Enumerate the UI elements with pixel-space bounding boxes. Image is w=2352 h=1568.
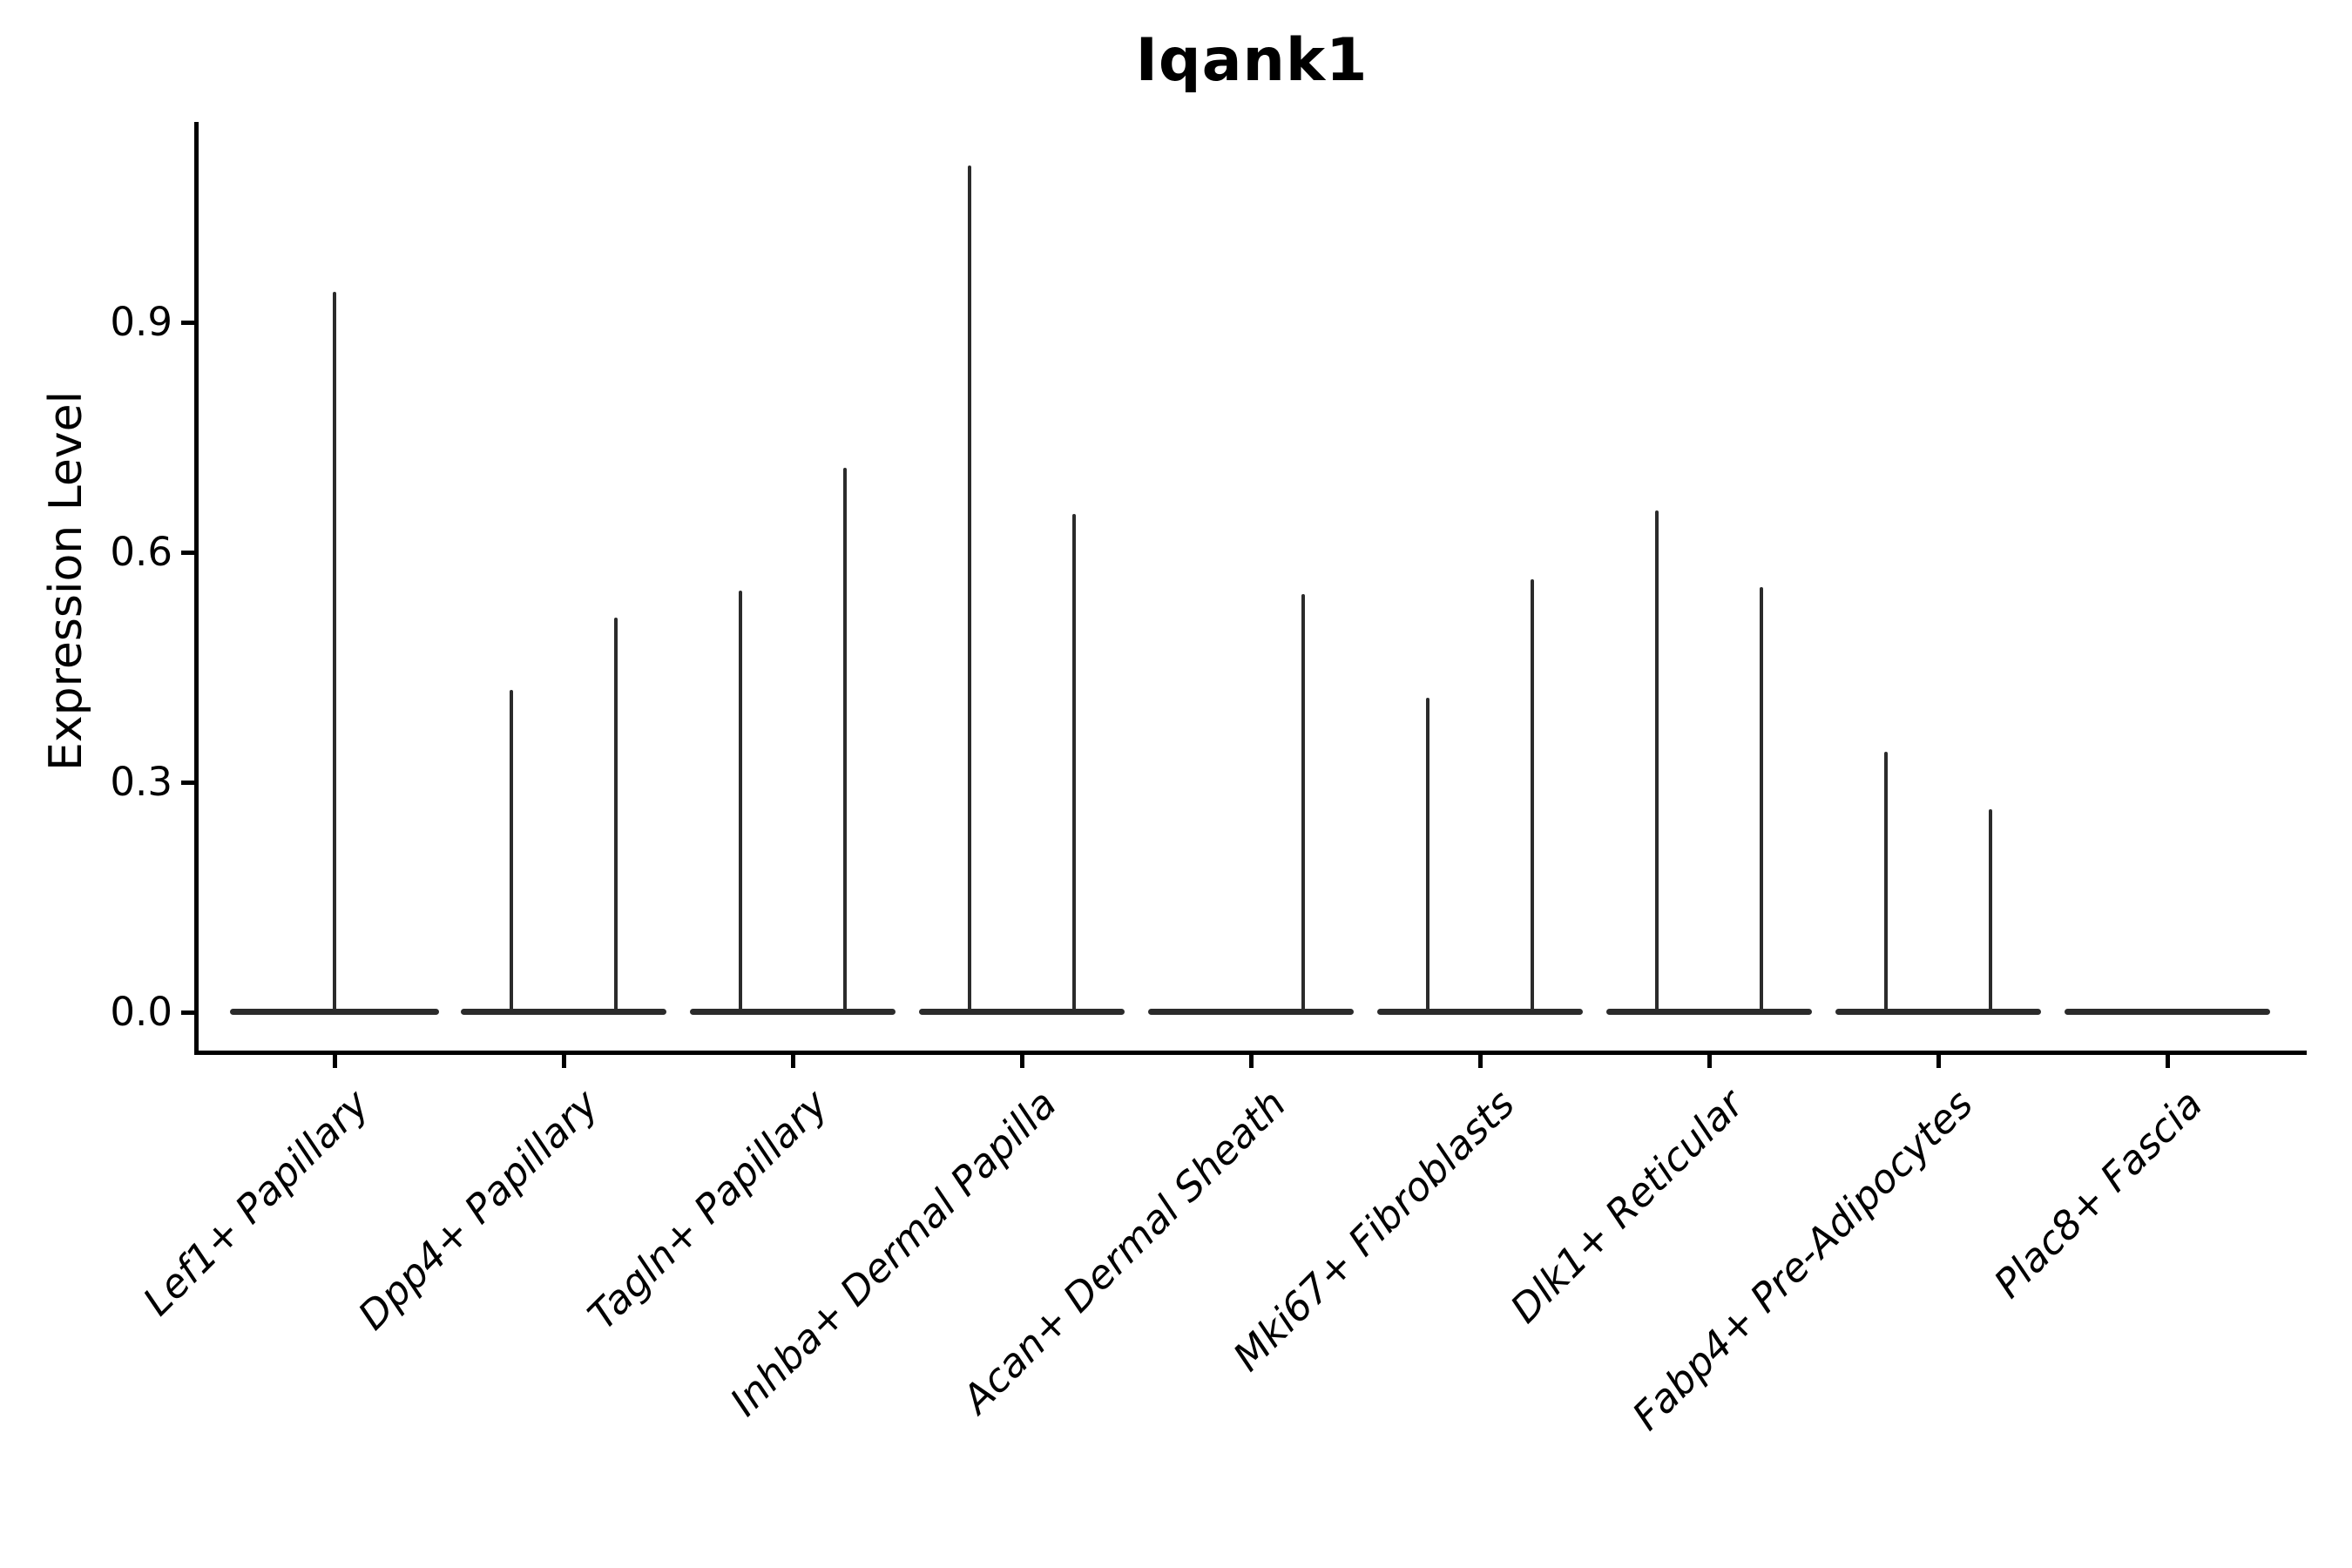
violin-spike	[967, 165, 972, 1014]
x-tick-mark	[1707, 1052, 1712, 1068]
violin-spike	[332, 291, 337, 1014]
x-tick-mark	[332, 1052, 337, 1068]
violin-spike	[613, 617, 618, 1014]
violin-spike	[1425, 698, 1430, 1014]
y-tick-mark	[181, 1010, 197, 1015]
violin-baseline	[461, 1008, 666, 1015]
chart-title: Iqank1	[1135, 26, 1369, 95]
violin-baseline	[690, 1008, 896, 1015]
violin-baseline	[1835, 1008, 2041, 1015]
y-tick-mark	[181, 320, 197, 325]
x-tick-label: Lef1+ Papillary	[134, 1080, 379, 1325]
violin-spike	[1071, 514, 1077, 1014]
violin-baseline	[1377, 1008, 1583, 1015]
y-tick-mark	[181, 550, 197, 555]
violin-spike	[1654, 510, 1659, 1014]
y-tick-label: 0.3	[110, 759, 172, 805]
violin-spike	[509, 690, 514, 1014]
x-tick-label: Plac8+ Fascia	[1984, 1080, 2212, 1308]
y-tick-label: 0.0	[110, 989, 172, 1035]
x-tick-mark	[1019, 1052, 1024, 1068]
x-tick-mark	[1248, 1052, 1254, 1068]
y-tick-mark	[181, 780, 197, 785]
violin-spike	[1883, 751, 1889, 1014]
y-tick-label: 0.9	[110, 299, 172, 345]
violin-spike	[1301, 594, 1306, 1014]
x-tick-label: Tagln+ Papillary	[578, 1080, 837, 1339]
y-tick-label: 0.6	[110, 529, 172, 575]
violin-baseline	[1148, 1008, 1354, 1015]
x-tick-mark	[790, 1052, 795, 1068]
x-tick-mark	[1477, 1052, 1483, 1068]
violin-spike	[1759, 586, 1764, 1014]
x-tick-label: Dlk1+ Reticular	[1501, 1080, 1754, 1332]
violin-baseline	[2065, 1008, 2270, 1015]
violin-spike	[1530, 578, 1535, 1014]
violin-baseline	[1606, 1008, 1812, 1015]
violin-spike	[738, 591, 743, 1014]
violin-baseline	[919, 1008, 1125, 1015]
y-axis-spine	[194, 122, 199, 1054]
violin-spike	[842, 468, 848, 1014]
violin-spike	[1988, 808, 1993, 1014]
x-tick-label: Dpp4+ Papillary	[348, 1080, 608, 1339]
x-tick-mark	[2165, 1052, 2170, 1068]
x-tick-mark	[561, 1052, 566, 1068]
x-tick-mark	[1936, 1052, 1941, 1068]
